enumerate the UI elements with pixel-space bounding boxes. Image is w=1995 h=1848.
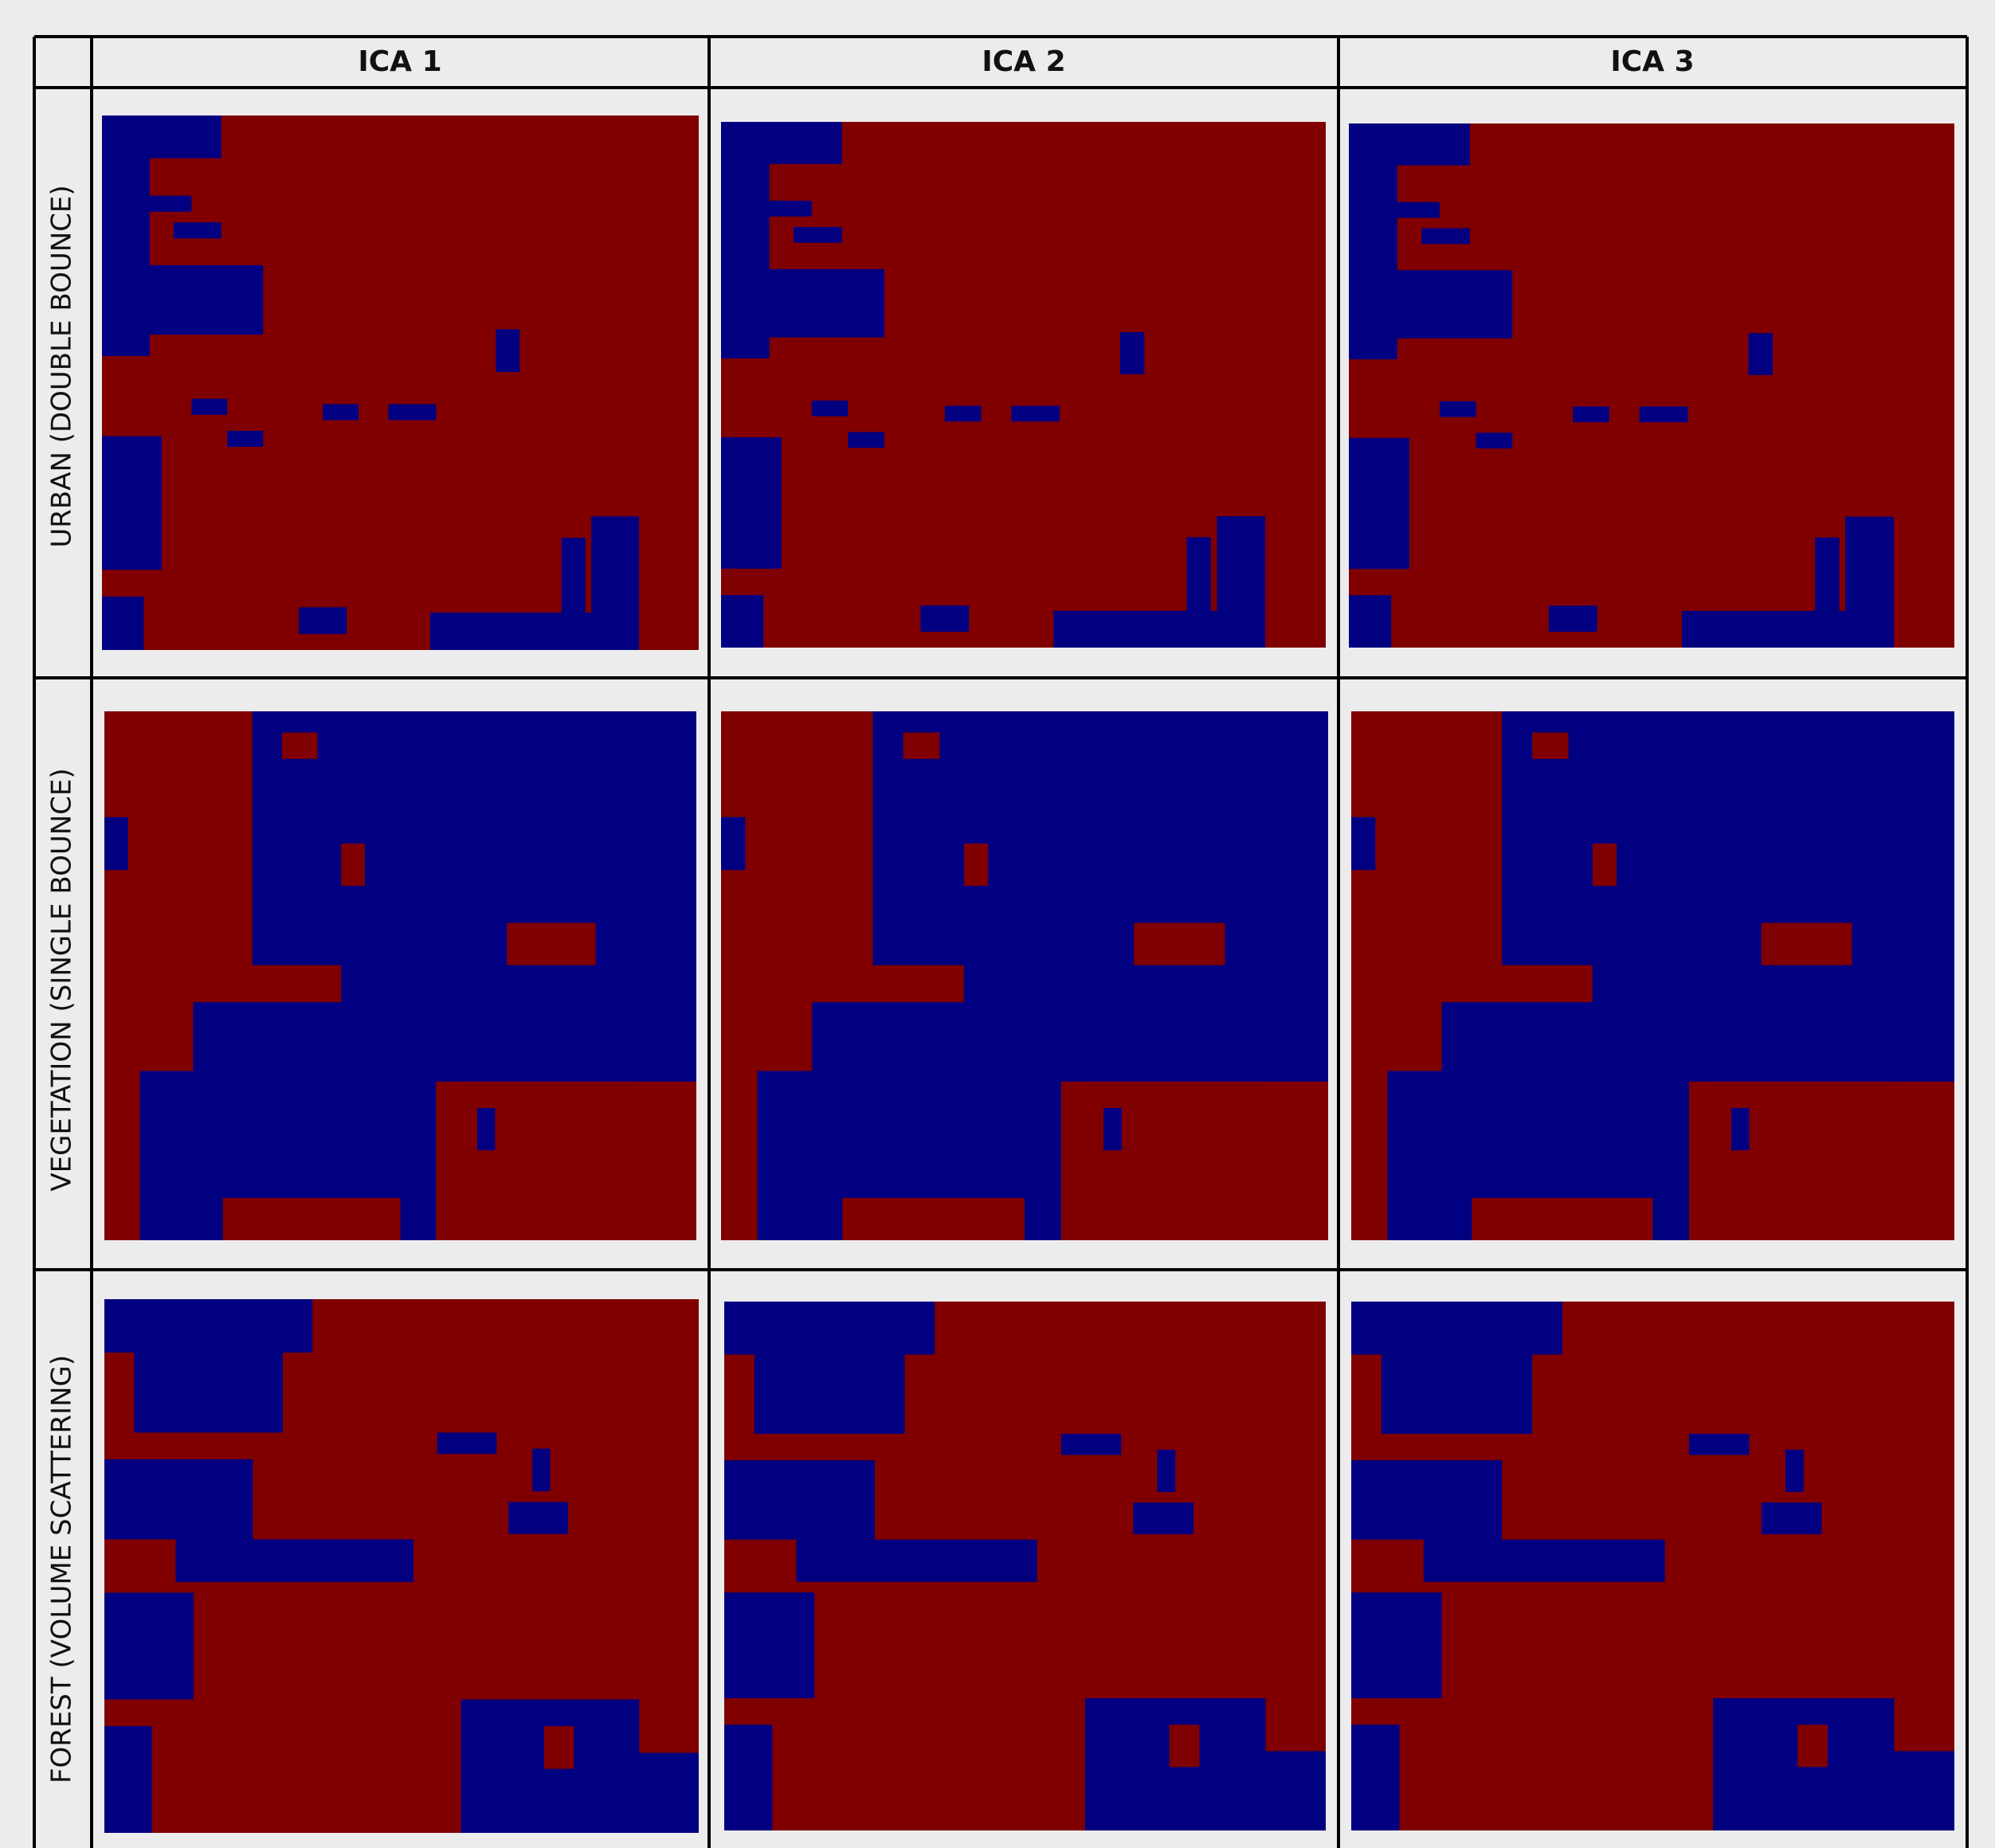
- row-label: URBAN (DOUBLE BOUNCE): [46, 185, 78, 547]
- map-panel: [1351, 1302, 1954, 1830]
- row-label: VEGETATION (SINGLE BOUNCE): [46, 768, 78, 1191]
- figure-table: ICA 1 ICA 2 ICA 3 URBAN (DOUBLE BOUNCE) …: [0, 0, 1995, 1848]
- page: ICA 1 ICA 2 ICA 3 URBAN (DOUBLE BOUNCE) …: [0, 0, 1995, 1848]
- map-panel: [721, 711, 1328, 1240]
- map-panel: [1351, 711, 1954, 1240]
- map-panel: [1349, 123, 1954, 648]
- column-header: ICA 1: [358, 45, 441, 78]
- row-label: FOREST (VOLUME SCATTERING): [46, 1355, 78, 1783]
- map-panel: [721, 122, 1326, 648]
- map-panel: [102, 116, 699, 650]
- map-panel: [104, 1299, 699, 1833]
- column-header: ICA 2: [982, 45, 1065, 78]
- panels: [102, 116, 1954, 1833]
- map-panel: [104, 711, 696, 1240]
- map-panel: [724, 1302, 1326, 1830]
- column-header: ICA 3: [1610, 45, 1694, 78]
